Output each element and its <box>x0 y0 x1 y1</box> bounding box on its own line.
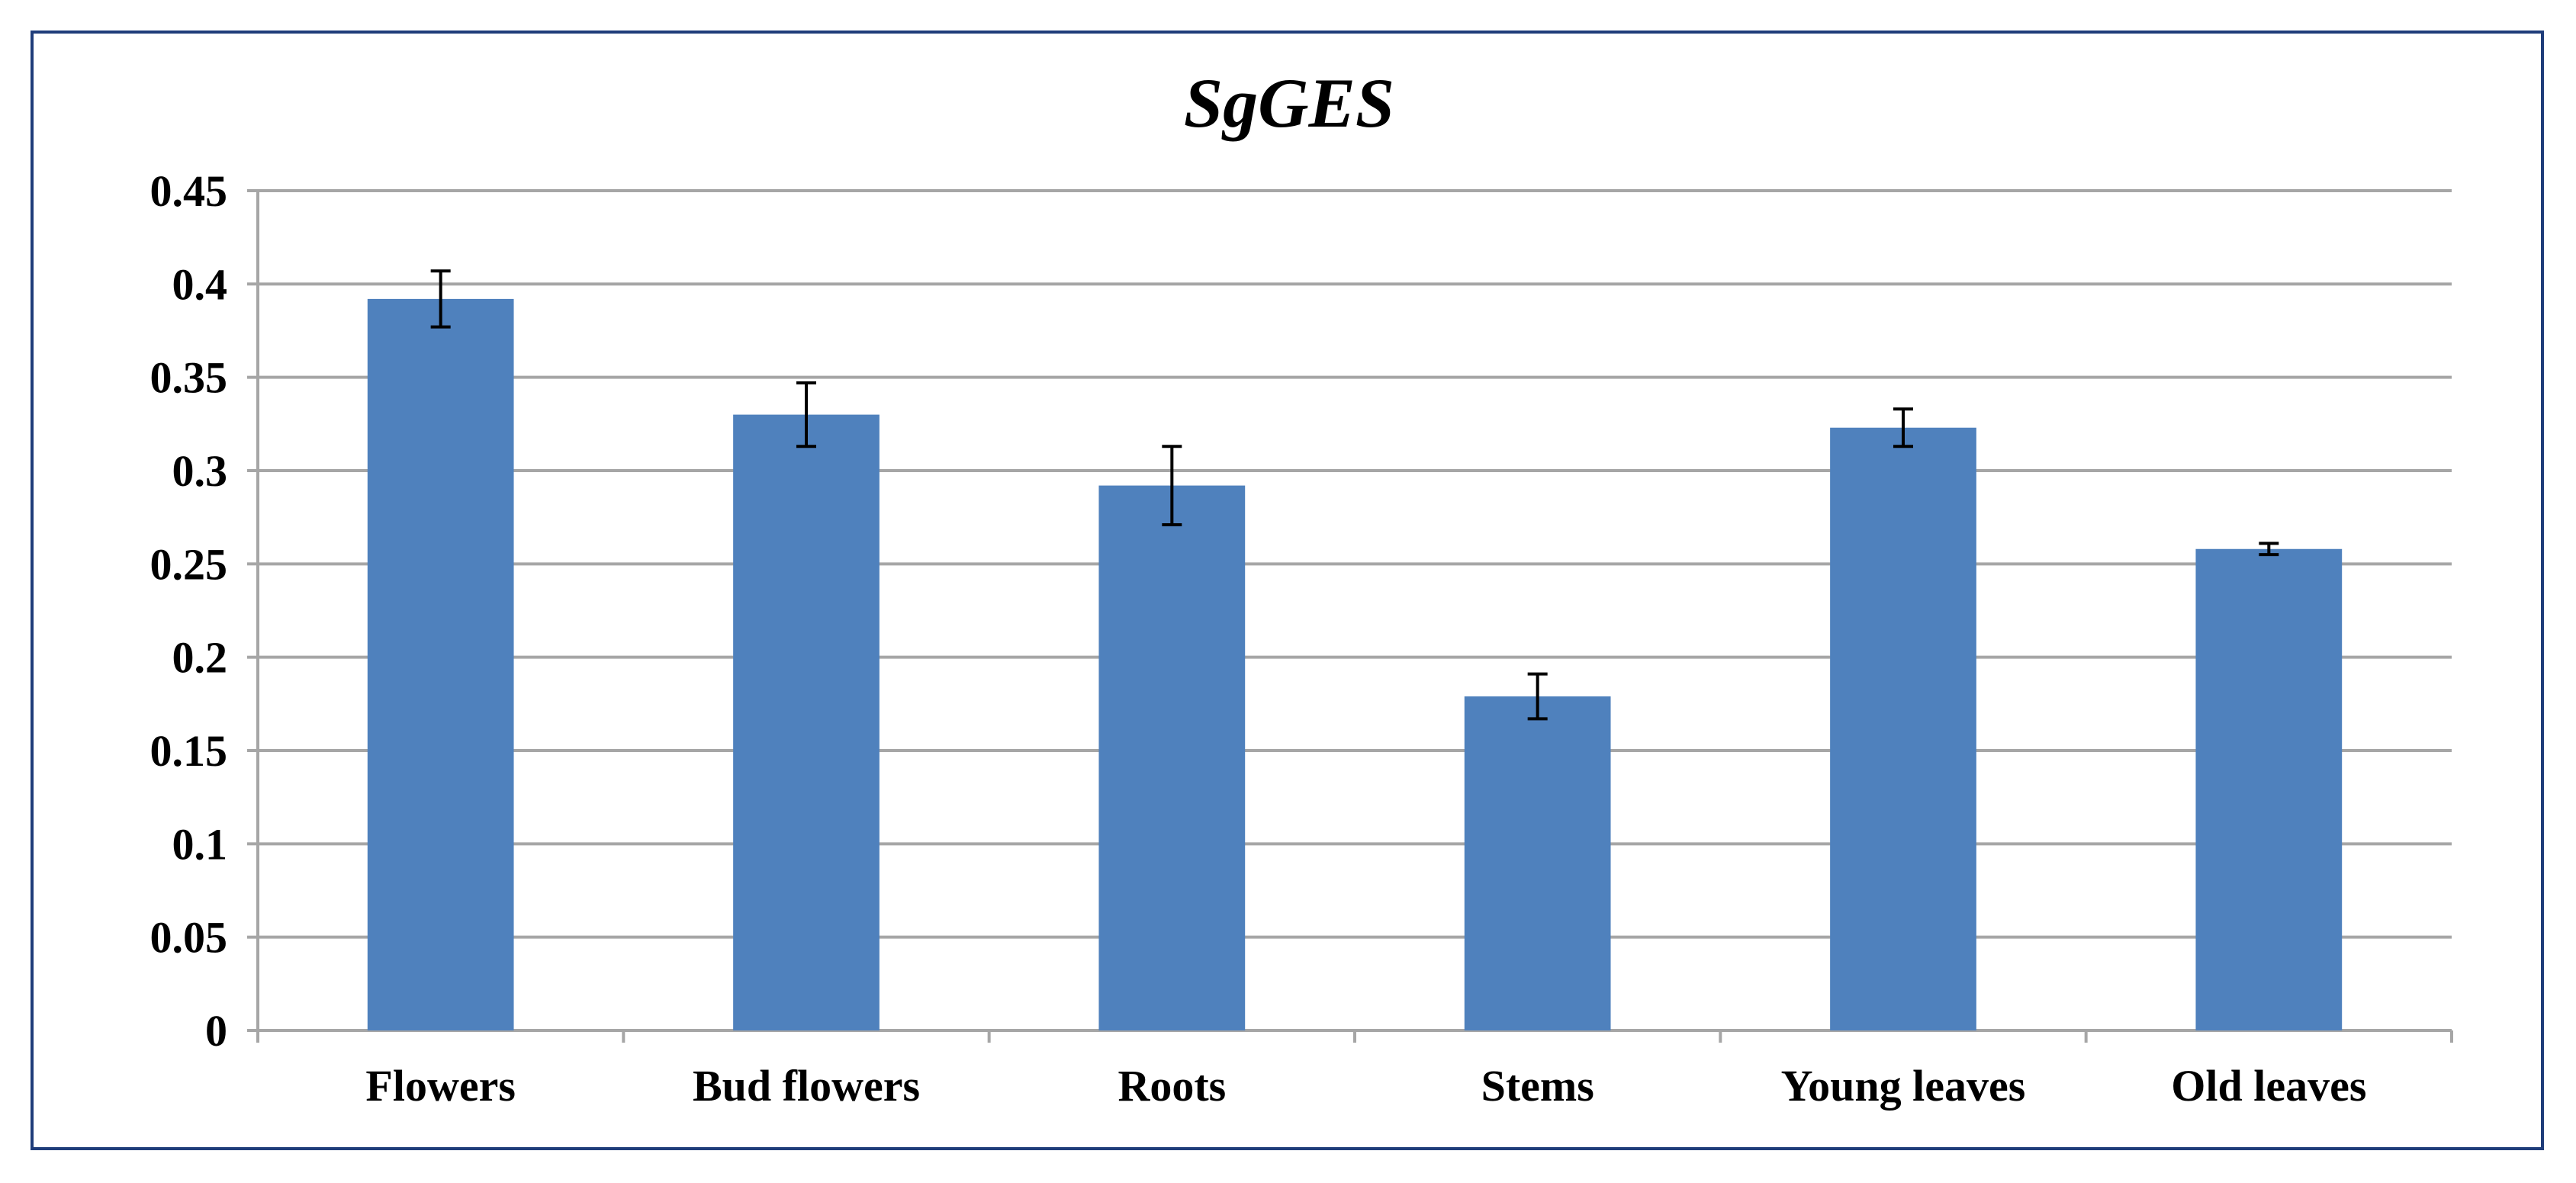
y-tick-label: 0.05 <box>150 913 228 963</box>
x-category-label: Old leaves <box>2171 1061 2366 1111</box>
bar-old-leaves <box>2195 548 2343 1030</box>
bar-stems <box>1464 696 1611 1030</box>
chart-frame: SgGES 0 0.05 0.1 0.15 0.2 0.25 0.3 0.35 0.4 0.45 … <box>31 31 2544 1150</box>
y-tick-label: 0.3 <box>172 446 228 496</box>
bar-roots <box>1098 485 1246 1030</box>
x-category-label: Flowers <box>365 1061 516 1111</box>
y-tick-label: 0.1 <box>172 819 228 869</box>
y-tick-labels: 0 0.05 0.1 0.15 0.2 0.25 0.3 0.35 0.4 0.45 <box>150 166 228 1056</box>
y-tick-label: 0.4 <box>172 259 228 309</box>
y-tick-label: 0.25 <box>150 539 228 589</box>
y-tick-label: 0.45 <box>150 166 228 216</box>
chart-title: SgGES <box>1184 64 1394 142</box>
gridlines <box>258 189 2452 939</box>
x-category-label: Stems <box>1481 1061 1594 1111</box>
error-bars <box>430 269 2279 721</box>
axes <box>247 189 2453 1043</box>
x-category-labels: Flowers Bud flowers Roots Stems Young leaves… <box>365 1061 2366 1111</box>
y-tick-label: 0.35 <box>150 353 228 403</box>
bar-young-leaves <box>1830 427 1976 1030</box>
x-category-label: Roots <box>1118 1061 1226 1111</box>
y-tick-label: 0.15 <box>150 726 228 776</box>
y-tick-label: 0 <box>205 1006 227 1056</box>
bars <box>367 298 2343 1030</box>
x-category-label: Young leaves <box>1781 1061 2026 1111</box>
bar-chart: SgGES 00.050.10.150.20.250.30.350.40.45 … <box>150 64 2453 1111</box>
bar-bud-flowers <box>733 414 880 1030</box>
bar-flowers <box>367 298 514 1030</box>
y-tick-label: 0.2 <box>172 633 228 683</box>
x-category-label: Bud flowers <box>693 1061 920 1111</box>
